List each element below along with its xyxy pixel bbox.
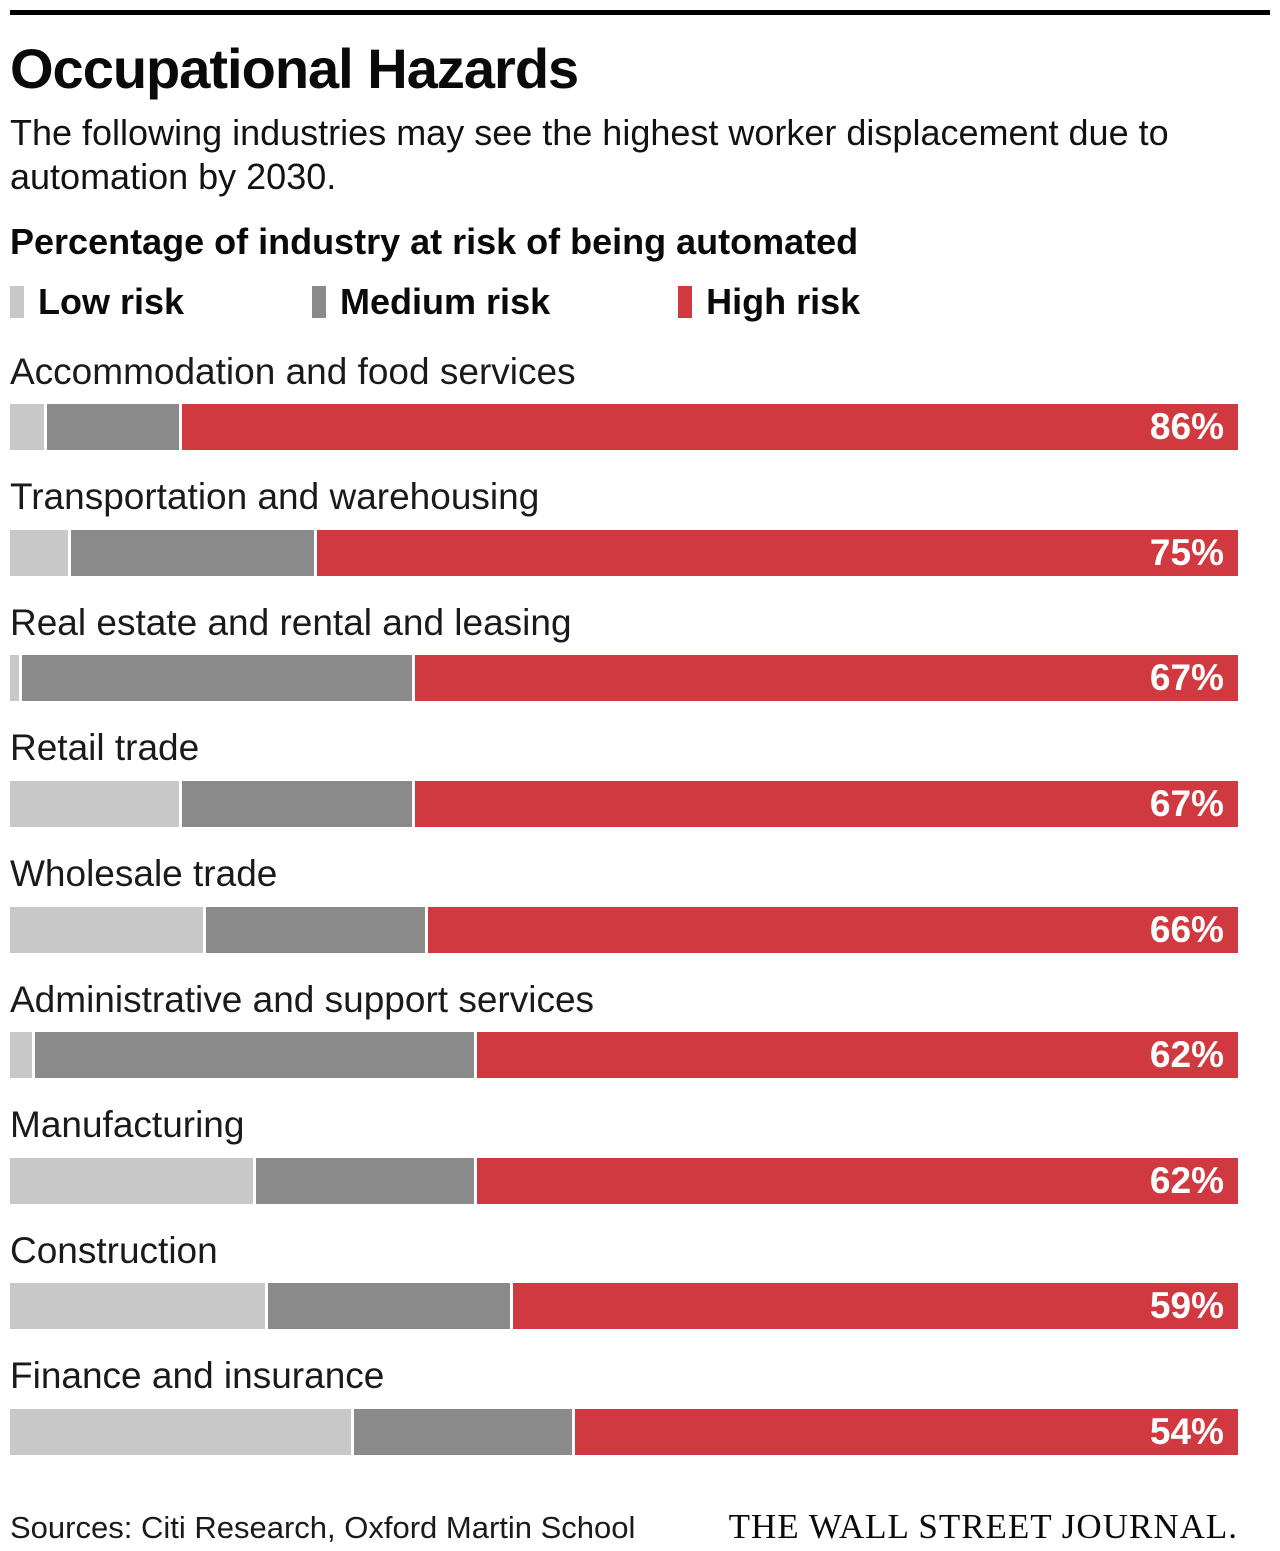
stacked-bar: 62% (10, 1032, 1238, 1079)
chart-row: Administrative and support services 62% (10, 979, 1238, 1079)
chart-row: Construction 59% (10, 1230, 1238, 1330)
bar-value: 66% (1149, 908, 1224, 950)
bar-value: 54% (1149, 1410, 1224, 1452)
chart-page: Occupational Hazards The following indus… (0, 10, 1280, 1551)
stacked-bar: 67% (10, 655, 1238, 702)
bar-medium (34, 1032, 477, 1079)
industry-label: Real estate and rental and leasing (10, 601, 572, 643)
bar-low (10, 404, 47, 451)
legend-label: Low risk (38, 280, 185, 322)
chart-row: Retail trade 67% (10, 727, 1238, 827)
bar-medium (22, 655, 416, 702)
industry-label: Wholesale trade (10, 853, 278, 894)
chart-row: Transportation and warehousing 75% (10, 476, 1238, 576)
chart-row: Finance and insurance 54% (10, 1355, 1238, 1455)
industry-label: Retail trade (10, 727, 200, 769)
bar-medium (181, 781, 416, 827)
industry-label: Construction (10, 1229, 218, 1271)
bar-high: 67% (415, 781, 1238, 827)
chart-row: Manufacturing 62% (10, 1104, 1238, 1204)
bar-value: 75% (1149, 531, 1224, 573)
stacked-bar: 86% (10, 404, 1238, 451)
axis-label: Percentage of industry at risk of being … (10, 220, 859, 262)
bar-low (10, 906, 207, 953)
bar-medium (46, 404, 182, 451)
legend-item: High risk (678, 281, 860, 323)
industry-label: Manufacturing (10, 1104, 245, 1146)
bar-value: 62% (1149, 1159, 1224, 1201)
chart-row: Wholesale trade 66% (10, 853, 1238, 953)
stacked-bar: 67% (10, 781, 1238, 827)
bar-value: 67% (1149, 657, 1224, 699)
bar-high: 62% (476, 1157, 1238, 1204)
bar-high: 67% (415, 655, 1238, 702)
bar-medium (267, 1283, 514, 1330)
bar-value: 86% (1149, 406, 1224, 448)
bar-high: 54% (574, 1408, 1238, 1455)
stacked-bar: 62% (10, 1157, 1238, 1204)
bar-value: 59% (1149, 1285, 1224, 1327)
bar-medium (255, 1157, 477, 1204)
legend-swatch-icon (312, 285, 327, 318)
bar-high: 75% (316, 529, 1238, 576)
bar-low (10, 1157, 256, 1204)
sources-note: Sources: Citi Research, Oxford Martin Sc… (10, 1510, 636, 1545)
legend: Low risk Medium risk High risk (10, 281, 1238, 323)
bar-value: 62% (1149, 1034, 1224, 1076)
stacked-bar: 66% (10, 906, 1238, 953)
bar-medium (206, 906, 428, 953)
legend-item: Medium risk (312, 281, 550, 323)
bar-medium (71, 529, 317, 576)
bar-low (10, 781, 182, 827)
legend-label: High risk (706, 280, 861, 322)
bar-low (10, 655, 23, 702)
bar-low (10, 529, 72, 576)
industry-label: Accommodation and food services (10, 350, 576, 392)
chart-subtitle: The following industries may see the hig… (10, 112, 1169, 197)
bar-high: 66% (427, 906, 1238, 953)
bar-high: 62% (476, 1032, 1238, 1079)
chart-rows: Accommodation and food services 86% Tran… (0, 351, 1280, 1455)
wsj-brand-logo: THE WALL STREET JOURNAL. (728, 1507, 1238, 1546)
industry-label: Transportation and warehousing (10, 476, 540, 518)
bar-high: 86% (181, 404, 1238, 451)
bar-low (10, 1283, 268, 1330)
legend-item: Low risk (10, 281, 184, 323)
chart-footer: Sources: Citi Research, Oxford Martin Sc… (10, 1507, 1238, 1547)
legend-swatch-icon (678, 285, 693, 318)
legend-swatch-icon (10, 285, 24, 318)
stacked-bar: 59% (10, 1283, 1238, 1330)
industry-label: Administrative and support services (10, 978, 595, 1020)
stacked-bar: 54% (10, 1408, 1238, 1455)
bar-low (10, 1032, 35, 1079)
page-title: Occupational Hazards (10, 37, 579, 100)
industry-label: Finance and insurance (10, 1355, 385, 1397)
top-rule (10, 10, 1270, 15)
chart-header: Occupational Hazards The following indus… (0, 15, 1280, 323)
bar-medium (353, 1408, 575, 1455)
legend-label: Medium risk (340, 280, 551, 322)
bar-low (10, 1408, 354, 1455)
bar-value: 67% (1149, 783, 1224, 824)
bar-high: 59% (513, 1283, 1238, 1330)
stacked-bar: 75% (10, 529, 1238, 576)
chart-row: Real estate and rental and leasing 67% (10, 602, 1238, 702)
chart-row: Accommodation and food services 86% (10, 351, 1238, 451)
